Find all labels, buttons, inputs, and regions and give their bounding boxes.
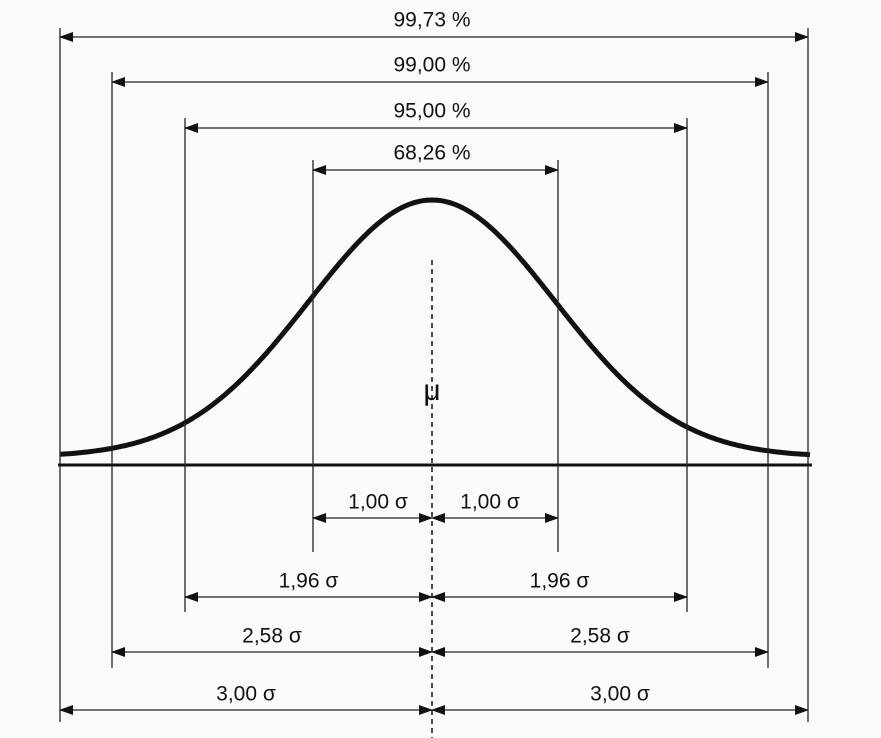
span-label: 99,73 % bbox=[393, 9, 470, 32]
sigma-label: 3,00 σ bbox=[590, 683, 650, 706]
span-label: 95,00 % bbox=[393, 100, 470, 123]
sigma-label: 1,96 σ bbox=[279, 570, 339, 593]
sigma-label: 2,58 σ bbox=[242, 625, 302, 648]
sigma-label: 1,96 σ bbox=[530, 570, 590, 593]
mean-label: μ bbox=[423, 374, 440, 407]
sigma-label: 2,58 σ bbox=[570, 625, 630, 648]
span-label: 99,00 % bbox=[393, 54, 470, 77]
sigma-label: 1,00 σ bbox=[460, 491, 520, 514]
sigma-label: 1,00 σ bbox=[348, 491, 408, 514]
sigma-label: 3,00 σ bbox=[216, 683, 276, 706]
span-label: 68,26 % bbox=[393, 142, 470, 165]
